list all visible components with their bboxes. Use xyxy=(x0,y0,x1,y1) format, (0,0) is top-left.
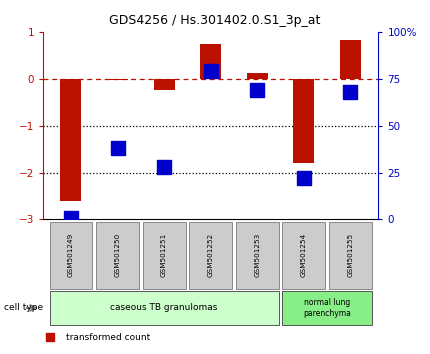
Text: GSM501249: GSM501249 xyxy=(68,233,74,278)
Text: caseous TB granulomas: caseous TB granulomas xyxy=(111,303,218,313)
Bar xyxy=(200,44,221,79)
Point xyxy=(161,164,168,170)
Bar xyxy=(247,73,268,79)
Text: GSM501252: GSM501252 xyxy=(208,233,214,278)
Bar xyxy=(61,79,81,201)
Bar xyxy=(340,40,361,79)
Text: GSM501250: GSM501250 xyxy=(114,233,120,278)
Point xyxy=(254,87,261,93)
Point xyxy=(301,175,307,181)
Bar xyxy=(293,79,314,163)
Text: GDS4256 / Hs.301402.0.S1_3p_at: GDS4256 / Hs.301402.0.S1_3p_at xyxy=(109,14,321,27)
Text: GSM501253: GSM501253 xyxy=(254,233,260,278)
Text: GSM501251: GSM501251 xyxy=(161,233,167,278)
Text: GSM501255: GSM501255 xyxy=(347,233,353,278)
FancyBboxPatch shape xyxy=(49,291,279,325)
Point xyxy=(207,68,214,74)
FancyBboxPatch shape xyxy=(189,222,232,289)
Text: GSM501254: GSM501254 xyxy=(301,233,307,278)
Point xyxy=(347,89,354,95)
FancyBboxPatch shape xyxy=(96,222,139,289)
FancyBboxPatch shape xyxy=(283,291,372,325)
Text: cell type: cell type xyxy=(4,303,43,313)
FancyBboxPatch shape xyxy=(283,222,325,289)
FancyBboxPatch shape xyxy=(143,222,185,289)
Text: normal lung
parenchyma: normal lung parenchyma xyxy=(303,298,351,318)
Bar xyxy=(154,79,175,91)
Bar xyxy=(107,79,128,80)
Point xyxy=(114,145,121,151)
FancyBboxPatch shape xyxy=(236,222,279,289)
Point xyxy=(46,334,53,340)
Point xyxy=(68,215,74,221)
FancyBboxPatch shape xyxy=(49,222,92,289)
FancyBboxPatch shape xyxy=(329,222,372,289)
Text: transformed count: transformed count xyxy=(67,333,151,342)
